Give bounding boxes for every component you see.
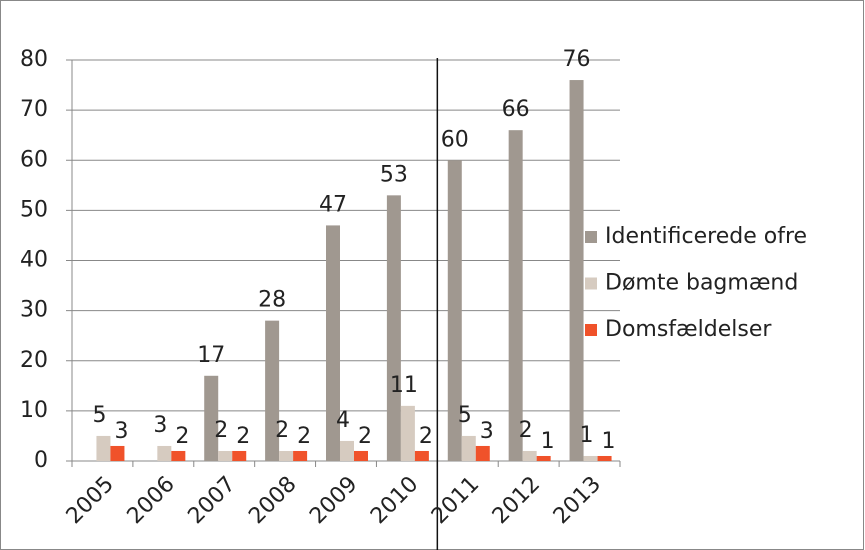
legend-label: Identificerede ofre — [605, 224, 807, 249]
legend-swatch — [585, 231, 597, 243]
bar — [569, 80, 584, 462]
bar — [171, 450, 186, 461]
legend-label: Domsfældelser — [605, 317, 772, 342]
legend-label: Dømte bagmænd — [605, 271, 798, 296]
bar — [340, 440, 354, 461]
data-label: 3 — [153, 413, 167, 438]
bar — [218, 450, 233, 461]
bar — [326, 225, 340, 461]
bar — [400, 405, 415, 461]
bar — [157, 445, 172, 461]
data-label: 2 — [297, 424, 311, 449]
y-tick-label: 50 — [20, 197, 48, 222]
data-label: 17 — [197, 343, 225, 368]
bar — [354, 450, 368, 461]
data-label: 3 — [480, 419, 494, 444]
data-label: 4 — [336, 408, 350, 433]
bar — [279, 450, 294, 461]
data-label: 28 — [258, 288, 286, 313]
bar — [597, 455, 612, 461]
bar — [265, 320, 280, 461]
data-label: 1 — [602, 429, 616, 454]
bar — [204, 375, 219, 461]
bar — [461, 435, 476, 461]
bar — [447, 160, 462, 461]
bar — [293, 450, 308, 461]
data-label: 11 — [390, 373, 418, 398]
data-label: 5 — [458, 403, 472, 428]
bar — [414, 450, 429, 461]
data-label: 2 — [175, 424, 189, 449]
bar — [508, 130, 523, 462]
data-label: 76 — [563, 47, 591, 72]
data-label: 5 — [92, 403, 106, 428]
data-label: 2 — [519, 418, 533, 443]
y-tick-label: 60 — [20, 147, 48, 172]
bar — [475, 445, 490, 461]
bar — [583, 455, 598, 461]
y-tick-label: 80 — [20, 47, 48, 72]
bar — [522, 450, 537, 461]
data-label: 53 — [380, 162, 408, 187]
data-label: 2 — [419, 424, 433, 449]
data-label: 2 — [358, 424, 372, 449]
y-tick-label: 20 — [20, 348, 48, 373]
y-tick-label: 40 — [20, 248, 48, 273]
data-label: 66 — [502, 97, 530, 122]
data-label: 1 — [541, 429, 555, 454]
bar — [232, 450, 247, 461]
data-label: 2 — [214, 418, 228, 443]
data-label: 1 — [580, 423, 594, 448]
data-label: 2 — [236, 424, 250, 449]
bar — [96, 435, 111, 461]
y-tick-label: 0 — [34, 448, 48, 473]
legend-swatch — [585, 324, 597, 336]
data-label: 60 — [441, 127, 469, 152]
legend-swatch — [585, 277, 597, 290]
bar — [110, 445, 125, 461]
bar — [386, 195, 401, 461]
data-label: 47 — [319, 192, 347, 217]
bar — [536, 455, 551, 461]
y-tick-label: 70 — [20, 97, 48, 122]
data-label: 2 — [275, 418, 289, 443]
y-tick-label: 10 — [20, 398, 48, 423]
data-label: 3 — [114, 419, 128, 444]
y-tick-label: 30 — [20, 298, 48, 323]
